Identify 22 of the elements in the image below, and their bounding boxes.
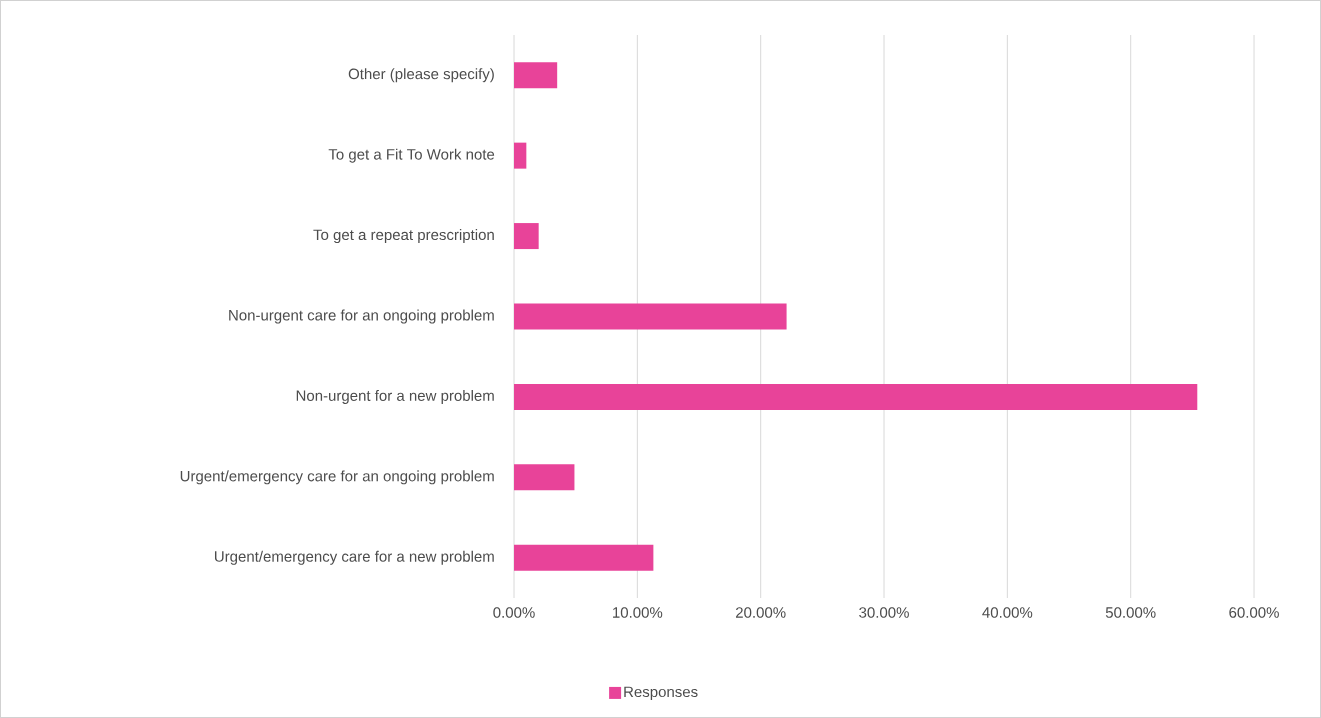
x-tick-label: 60.00% — [1229, 607, 1279, 618]
bar — [514, 303, 787, 330]
x-tick-label: 10.00% — [613, 607, 663, 618]
x-tick-label: 40.00% — [982, 607, 1033, 618]
y-tick-label: To get a Fit To Work note — [328, 148, 495, 163]
legend-label: Responses — [624, 686, 698, 701]
x-tick-label: 0.00% — [493, 607, 535, 618]
bar — [514, 142, 527, 169]
y-tick-label: Non-urgent for a new problem — [296, 389, 494, 404]
bar — [514, 62, 558, 89]
y-tick-label: Other (please specify) — [348, 68, 494, 83]
bar — [514, 544, 654, 571]
y-tick-label: Urgent/emergency care for an ongoing problem — [180, 470, 494, 485]
y-tick-label: To get a repeat prescription — [313, 229, 494, 244]
x-tick-label: 20.00% — [735, 607, 786, 618]
x-tick-label: 50.00% — [1105, 607, 1156, 618]
y-tick-label: Non-urgent care for an ongoing problem — [229, 309, 494, 324]
x-tick-label: 30.00% — [859, 607, 909, 618]
bar — [514, 223, 539, 250]
bar — [514, 383, 1198, 410]
y-tick-label: Urgent/emergency care for a new problem — [215, 550, 494, 565]
bar — [514, 464, 575, 491]
